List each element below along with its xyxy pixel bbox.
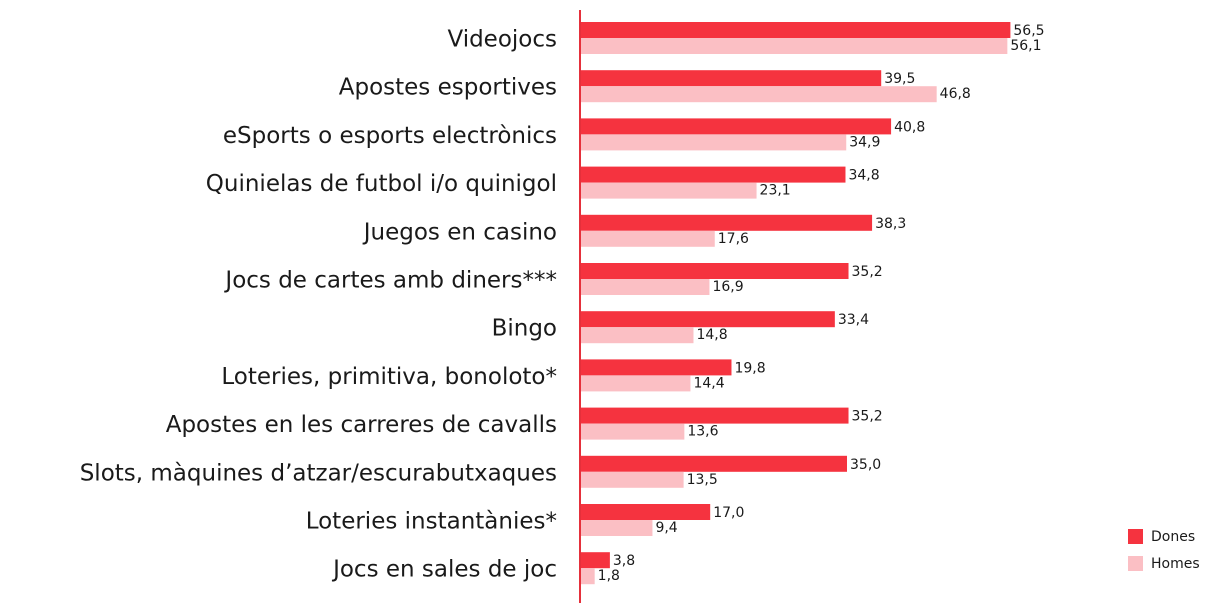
value-label: 33,4 [838, 312, 869, 328]
category-label: Loteries instantànies* [306, 509, 557, 535]
bar [581, 263, 849, 279]
value-label: 17,0 [713, 505, 744, 521]
bar [581, 471, 684, 488]
value-label: 9,4 [655, 520, 677, 536]
value-label: 56,5 [1013, 23, 1044, 39]
value-label: 17,6 [718, 231, 749, 247]
category-label: Juegos en casino [362, 219, 557, 245]
category-label: Apostes en les carreres de cavalls [166, 412, 557, 438]
legend-swatch [1128, 529, 1143, 544]
bar [581, 504, 711, 520]
category-label: Bingo [492, 316, 557, 342]
category-label: Videojocs [447, 27, 557, 53]
legend-swatch [1128, 556, 1143, 571]
bar [581, 327, 694, 344]
bar [581, 279, 710, 295]
bar [581, 22, 1011, 38]
value-label: 3,8 [613, 553, 635, 569]
value-label: 19,8 [734, 360, 765, 376]
bar [581, 311, 835, 328]
bar [581, 455, 847, 472]
category-label: Jocs en sales de joc [331, 557, 557, 583]
bar [581, 423, 685, 440]
category-label: Jocs de cartes amb diners*** [223, 268, 557, 294]
value-label: 14,4 [693, 375, 724, 391]
category-label: Quinielas de futbol i/o quinigol [206, 171, 557, 197]
bar [581, 214, 873, 231]
category-label: Apostes esportives [339, 75, 557, 101]
bar [581, 568, 595, 585]
value-label: 46,8 [940, 86, 971, 102]
legend-label: Dones [1151, 529, 1195, 545]
value-label: 40,8 [894, 119, 925, 135]
value-label: 35,0 [850, 457, 881, 473]
bar [581, 70, 882, 87]
legend-label: Homes [1151, 556, 1200, 572]
value-label: 1,8 [598, 568, 620, 584]
value-label: 35,2 [852, 264, 883, 280]
value-label: 56,1 [1010, 38, 1041, 54]
value-label: 39,5 [884, 71, 915, 87]
bar [581, 520, 653, 536]
value-label: 34,9 [849, 134, 880, 150]
value-label: 16,9 [712, 279, 743, 295]
bar [581, 38, 1008, 54]
value-label: 38,3 [875, 216, 906, 232]
bar [581, 86, 937, 103]
category-label: Slots, màquines d’atzar/escurabutxaques [80, 460, 557, 486]
bar [581, 359, 732, 376]
category-label: eSports o esports electrònics [223, 123, 557, 149]
value-label: 13,6 [687, 424, 718, 440]
bar [581, 407, 849, 424]
bar [581, 118, 892, 135]
bar [581, 230, 715, 247]
category-label: Loteries, primitiva, bonoloto* [221, 364, 557, 390]
bar [581, 375, 691, 392]
value-label: 35,2 [852, 409, 883, 425]
value-label: 23,1 [760, 183, 791, 199]
value-label: 34,8 [848, 168, 879, 184]
bar [581, 552, 610, 569]
bar [581, 134, 847, 151]
bar [581, 182, 757, 199]
value-label: 14,8 [696, 327, 727, 343]
bar [581, 166, 846, 183]
value-label: 13,5 [687, 472, 718, 488]
